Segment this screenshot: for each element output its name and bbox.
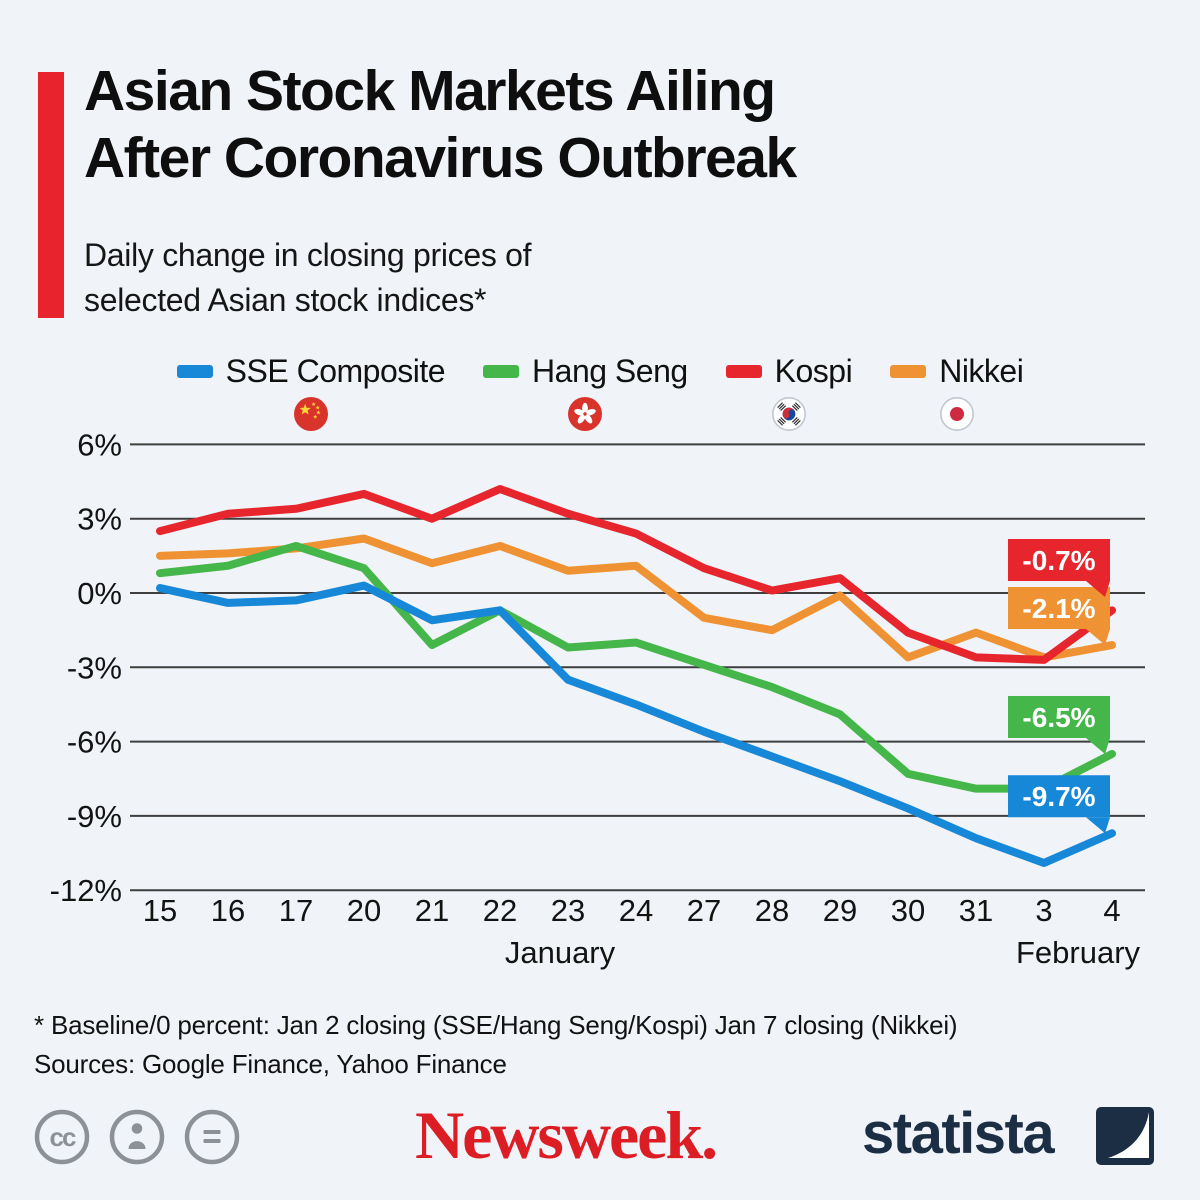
month-label: January	[505, 935, 616, 970]
page-subtitle-line-1: Daily change in closing prices of	[84, 237, 532, 273]
y-axis-label: 3%	[77, 502, 122, 537]
series-line-hang-seng	[156, 541, 1116, 793]
attribution-icon	[109, 1109, 165, 1165]
page-title-line-1: Asian Stock Markets Ailing	[84, 59, 776, 123]
footnote-line-1: * Baseline/0 percent: Jan 2 closing (SSE…	[34, 1010, 958, 1040]
value-callout-hang-seng: -6.5%	[1008, 695, 1110, 754]
china-flag-icon	[293, 397, 328, 431]
legend-item-hong-kong: Hang Seng	[483, 353, 688, 431]
value-callout-label: -2.1%	[1022, 593, 1095, 624]
y-axis-label: 6%	[77, 427, 122, 462]
page-title: Asian Stock Markets Ailing After Coronav…	[84, 58, 797, 192]
y-axis-label: -12%	[50, 873, 122, 908]
legend-swatch	[176, 365, 213, 378]
x-axis-label: 16	[211, 893, 245, 928]
month-label: February	[1016, 935, 1141, 970]
page-subtitle-line-2: selected Asian stock indices*	[84, 282, 487, 318]
legend-label: Nikkei	[939, 353, 1024, 389]
x-axis-label: 17	[279, 893, 313, 928]
license-icons: cc	[33, 1108, 265, 1171]
legend-item-south-korea: Kospi	[725, 353, 853, 431]
x-axis-label: 22	[483, 893, 517, 928]
x-axis-label: 28	[755, 893, 789, 928]
title-accent-bar	[38, 72, 64, 318]
legend-swatch	[725, 365, 762, 378]
hong-kong-flag-icon	[568, 397, 603, 431]
x-axis-label: 4	[1103, 893, 1120, 928]
legend-swatch	[483, 365, 520, 378]
series-line-sse-composite	[156, 581, 1116, 867]
x-axis-label: 24	[619, 893, 653, 928]
value-callout-nikkei: -2.1%	[1008, 587, 1110, 646]
value-callout-label: -0.7%	[1022, 545, 1095, 576]
legend-swatch	[890, 365, 927, 378]
japan-flag-icon	[939, 397, 974, 431]
y-axis-label: -9%	[67, 799, 122, 834]
page-subtitle: Daily change in closing prices of select…	[84, 233, 532, 323]
y-axis-label: -3%	[67, 650, 122, 685]
y-axis-label: 0%	[77, 576, 122, 611]
y-axis-label: -6%	[67, 725, 122, 760]
x-axis-label: 23	[551, 893, 585, 928]
value-callout-kospi: -0.7%	[1008, 539, 1110, 598]
no-derivatives-icon	[184, 1109, 240, 1165]
page-title-line-2: After Coronavirus Outbreak	[84, 126, 797, 190]
footnote: * Baseline/0 percent: Jan 2 closing (SSE…	[34, 1006, 958, 1084]
legend-item-china: SSE Composite	[176, 353, 446, 431]
x-axis-label: 21	[415, 893, 449, 928]
south-korea-flag-icon	[771, 397, 806, 431]
value-callout-sse-composite: -9.7%	[1008, 775, 1110, 834]
newsweek-logo: Newsweek.	[415, 1097, 718, 1173]
series-line-nikkei	[156, 534, 1116, 662]
line-chart: 6% 3% 0% -3% -6% -9% -12% 15 16 17 20 21 22 23 24 27 28 2…	[50, 427, 1145, 970]
x-axis-label: 20	[347, 893, 381, 928]
x-axis-label: 3	[1035, 893, 1052, 928]
statista-logo: statista	[862, 1101, 1055, 1166]
footnote-line-2: Sources: Google Finance, Yahoo Finance	[34, 1049, 507, 1079]
legend-label: SSE Composite	[225, 353, 446, 389]
cc-icon: cc	[34, 1109, 90, 1165]
legend-label: Kospi	[774, 353, 853, 389]
legend-item-japan: Nikkei	[890, 353, 1024, 431]
chart-legend: SSE Composite Hang Seng Kospi	[0, 353, 1200, 431]
x-axis-label: 30	[891, 893, 925, 928]
statista-logo-mark-icon	[1096, 1107, 1154, 1165]
x-axis-label: 27	[687, 893, 721, 928]
x-axis-label: 31	[959, 893, 993, 928]
legend-label: Hang Seng	[532, 353, 688, 389]
value-callout-label: -9.7%	[1022, 781, 1095, 812]
value-callout-label: -6.5%	[1022, 702, 1095, 733]
series-line-kospi	[156, 484, 1116, 664]
x-axis-label: 15	[143, 893, 177, 928]
x-axis-label: 29	[823, 893, 857, 928]
svg-text:cc: cc	[50, 1122, 76, 1152]
